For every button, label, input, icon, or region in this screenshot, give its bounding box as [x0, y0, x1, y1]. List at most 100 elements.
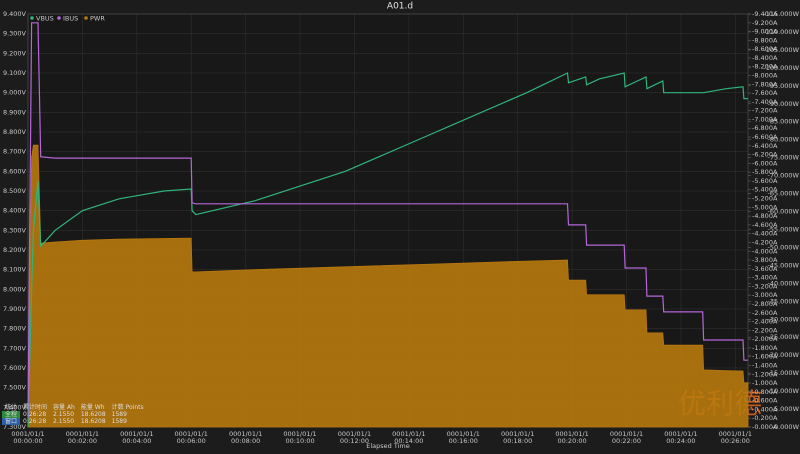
y-tick-label: -8.000A: [752, 72, 778, 80]
y-tick-label: -75.000W: [767, 154, 799, 162]
table-cell: 18.6208: [80, 418, 106, 425]
x-tick-date: 0001/01/1: [120, 430, 153, 438]
table-cell: 1589: [111, 411, 127, 418]
x-tick-label: 00:00:00: [13, 437, 42, 445]
legend-swatch: [30, 16, 34, 20]
y-tick-label: 7.400V: [3, 403, 27, 411]
table-cell: 18.6208: [80, 411, 106, 418]
x-tick-label: 00:20:00: [557, 437, 586, 445]
y-tick-label: -7.200A: [752, 107, 778, 115]
x-tick-label: 00:04:00: [122, 437, 151, 445]
y-tick-label: -10.000W: [767, 387, 799, 395]
x-tick-date: 0001/01/1: [392, 430, 425, 438]
y-tick-label: -5.400A: [752, 186, 778, 194]
y-tick-label: 8.500V: [3, 187, 27, 195]
y-tick-label: -65.000W: [767, 190, 799, 198]
y-tick-label: -25.000W: [767, 333, 799, 341]
x-tick-label: 00:14:00: [394, 437, 423, 445]
y-tick-label: 8.600V: [3, 167, 27, 175]
y-tick-label: -1.600A: [752, 353, 778, 361]
y-tick-label: -2.200A: [752, 326, 778, 334]
area: [27, 144, 749, 428]
x-tick-label: 00:06:00: [177, 437, 206, 445]
legend-swatch: [84, 16, 88, 20]
y-tick-label: -5.200A: [752, 195, 778, 203]
y-tick-label: -3.400A: [752, 274, 778, 282]
y-tick-label: 9.200V: [3, 49, 27, 57]
y-tick-label: -55.000W: [767, 225, 799, 233]
y-tick-label: 9.300V: [3, 30, 27, 38]
x-tick-label: 00:08:00: [231, 437, 260, 445]
y-tick-label: -80.000W: [767, 136, 799, 144]
x-tick-date: 0001/01/1: [501, 430, 534, 438]
y-tick-label: 8.900V: [3, 108, 27, 116]
y-tick-label: -7.400A: [752, 98, 778, 106]
y-tick-label: -7.800A: [752, 80, 778, 88]
y-tick-label: -0.000W: [772, 423, 800, 431]
y-tick-label: 8.800V: [3, 128, 27, 136]
legend-swatch: [57, 16, 61, 20]
table-cell: 1589: [111, 418, 127, 425]
x-tick-date: 0001/01/1: [175, 430, 208, 438]
y-tick-label: -9.000A: [752, 28, 778, 36]
x-tick-date: 0001/01/1: [11, 430, 44, 438]
x-tick-date: 0001/01/1: [229, 430, 262, 438]
y-tick-label: -40.000W: [767, 279, 799, 287]
y-tick-label: -9.200A: [752, 19, 778, 27]
y-tick-label: -4.800A: [752, 212, 778, 220]
table-cell: 容量 Ah: [53, 404, 75, 411]
y-tick-label: -7.600A: [752, 89, 778, 97]
y-tick-label: -8.800A: [752, 36, 778, 44]
y-tick-label: -6.400A: [752, 142, 778, 150]
y-tick-label: -9.400A: [752, 10, 778, 18]
y-tick-label: -95.000W: [767, 82, 799, 90]
y-tick-label: -35.000W: [767, 297, 799, 305]
x-tick-date: 0001/01/1: [610, 430, 643, 438]
y-tick-label: -1.000A: [752, 379, 778, 387]
y-tick-label: -45.000W: [767, 261, 799, 269]
y-tick-label: -2.600A: [752, 309, 778, 317]
y-tick-label: -5.000A: [752, 203, 778, 211]
table-cell: 2.1550: [53, 411, 75, 418]
y-tick-label: -6.000A: [752, 159, 778, 167]
y-tick-label: -3.600A: [752, 265, 778, 273]
x-tick-date: 0001/01/1: [555, 430, 588, 438]
y-tick-label: 8.100V: [3, 266, 27, 274]
table-cell: 计数 Points: [111, 404, 144, 411]
y-tick-label: -4.000A: [752, 247, 778, 255]
table-row: 窗口 0:26:28 2.1550 18.6208 1589: [2, 418, 147, 425]
y-tick-label: -3.800A: [752, 256, 778, 264]
y-tick-label: 7.600V: [3, 364, 27, 372]
y-tick-label: -0.800A: [752, 388, 778, 396]
y-tick-label: 8.700V: [3, 148, 27, 156]
y-tick-label: -5.600A: [752, 177, 778, 185]
y-tick-label: -3.000A: [752, 291, 778, 299]
y-tick-label: -8.600A: [752, 45, 778, 53]
y-tick-label: -7.000A: [752, 115, 778, 123]
y-tick-label: -0.200A: [752, 414, 778, 422]
x-tick-label: 00:26:00: [721, 437, 750, 445]
y-tick-label: -1.200A: [752, 370, 778, 378]
x-tick-date: 0001/01/1: [664, 430, 697, 438]
x-tick-label: 00:02:00: [68, 437, 97, 445]
y-tick-label: -4.400A: [752, 230, 778, 238]
y-tick-label: -2.800A: [752, 300, 778, 308]
x-tick-label: 00:12:00: [340, 437, 369, 445]
table-cell: 全程: [2, 411, 21, 418]
y-tick-label: -110.000W: [763, 28, 799, 36]
y-tick-label: 7.700V: [3, 344, 27, 352]
y-tick-label: -70.000W: [767, 172, 799, 180]
y-tick-label: -6.600A: [752, 133, 778, 141]
y-tick-label: -20.000W: [767, 351, 799, 359]
table-cell: 累计时间: [23, 404, 48, 411]
y-tick-label: 7.500V: [3, 384, 27, 392]
x-tick-label: 00:16:00: [449, 437, 478, 445]
x-tick-date: 0001/01/1: [719, 430, 752, 438]
y-tick-label: -105.000W: [763, 46, 799, 54]
y-tick-label: 8.300V: [3, 226, 27, 234]
y-tick-label: 8.400V: [3, 207, 27, 215]
y-tick-label: -5.800A: [752, 168, 778, 176]
y-tick-label: 8.200V: [3, 246, 27, 254]
